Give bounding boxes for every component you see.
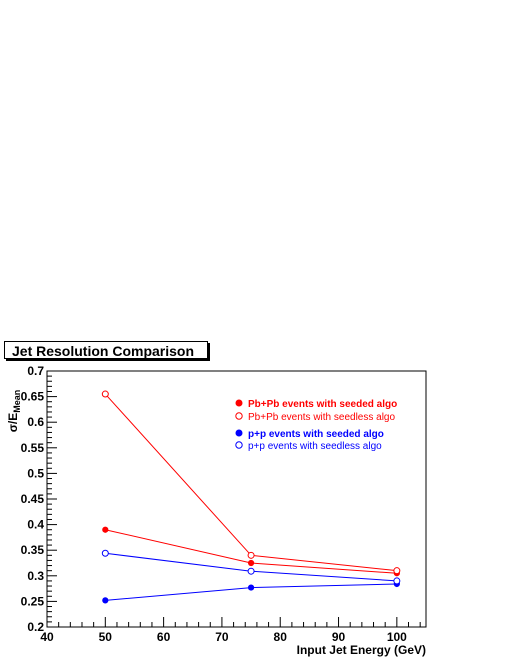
y-tick-label: 0.25 <box>21 594 45 608</box>
data-point <box>101 390 109 398</box>
x-axis: 40 50 60 70 80 90 100 <box>40 617 421 644</box>
data-point <box>393 567 401 575</box>
y-axis-label-subscript: Mean <box>12 390 22 413</box>
data-point <box>247 559 255 567</box>
series-2 <box>102 580 400 604</box>
x-tick-label: 90 <box>332 630 346 644</box>
x-tick-label: 70 <box>215 630 229 644</box>
y-tick-label: 0.65 <box>21 390 45 404</box>
y-tick-label: 0.35 <box>21 543 45 557</box>
x-tick-label: 60 <box>157 630 171 644</box>
x-tick-label: 80 <box>274 630 288 644</box>
legend-label: Pb+Pb events with seedless algo <box>248 412 395 423</box>
series-3 <box>101 549 401 585</box>
y-tick-label: 0.45 <box>21 492 45 506</box>
y-tick-label: 0.4 <box>27 518 44 532</box>
x-tick-label: 40 <box>40 630 54 644</box>
data-point <box>247 551 255 559</box>
y-tick-label: 0.2 <box>27 620 44 634</box>
legend-marker <box>235 412 243 420</box>
y-axis-label: σ/EMean <box>6 390 22 433</box>
legend-marker <box>235 441 243 449</box>
y-tick-label: 0.6 <box>27 415 44 429</box>
y-axis-label-main: σ/E <box>6 413 20 433</box>
legend-marker <box>235 429 243 437</box>
y-tick-label: 0.5 <box>27 466 44 480</box>
series-line <box>105 529 397 574</box>
data-point <box>393 577 401 585</box>
data-point <box>101 549 109 557</box>
legend-label: p+p events with seeded algo <box>248 429 384 440</box>
legend: Pb+Pb events with seeded algo Pb+Pb event… <box>235 399 397 452</box>
legend-label: Pb+Pb events with seeded algo <box>248 399 397 410</box>
data-point <box>247 567 255 575</box>
x-axis-label: Input Jet Energy (GeV) <box>297 643 426 657</box>
y-tick-label: 0.55 <box>21 441 45 455</box>
x-tick-label: 50 <box>99 630 113 644</box>
data-point <box>102 597 109 604</box>
series-layer <box>101 390 401 604</box>
y-axis: 0.2 0.25 0.3 0.35 0.4 0.45 0.5 0.55 0.6 0.65 0.7 <box>21 364 57 634</box>
chart-title: Jet Resolution Comparison <box>4 341 208 359</box>
data-point <box>247 584 255 591</box>
data-point <box>102 526 109 533</box>
series-1 <box>101 390 401 575</box>
y-tick-label: 0.7 <box>27 364 44 378</box>
legend-label: p+p events with seedless algo <box>248 441 382 452</box>
y-tick-label: 0.3 <box>27 569 44 583</box>
x-tick-label: 100 <box>387 630 407 644</box>
legend-marker <box>235 399 243 407</box>
